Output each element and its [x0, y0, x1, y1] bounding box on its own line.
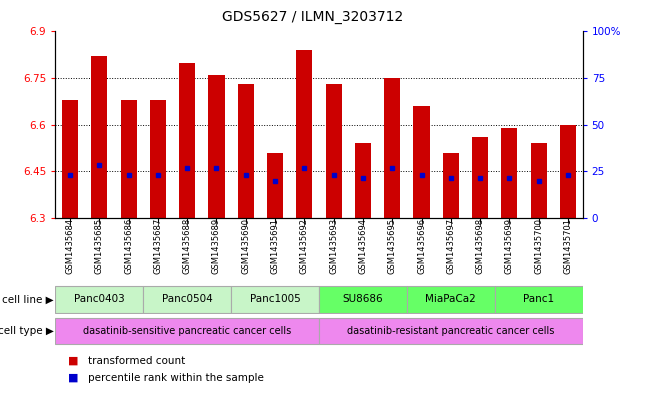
Text: dasatinib-resistant pancreatic cancer cells: dasatinib-resistant pancreatic cancer ce… — [347, 325, 555, 336]
Bar — [296, 50, 312, 218]
Text: Panc1005: Panc1005 — [250, 294, 300, 304]
Text: GSM1435688: GSM1435688 — [183, 218, 191, 274]
Bar — [238, 84, 254, 218]
Text: GSM1435686: GSM1435686 — [124, 218, 133, 274]
Bar — [531, 143, 547, 218]
Text: Panc0504: Panc0504 — [162, 294, 212, 304]
Bar — [495, 286, 583, 313]
Bar — [326, 84, 342, 218]
Bar — [472, 137, 488, 218]
Bar — [355, 143, 371, 218]
Bar — [62, 100, 78, 218]
Text: percentile rank within the sample: percentile rank within the sample — [88, 373, 264, 383]
Text: MiaPaCa2: MiaPaCa2 — [426, 294, 476, 304]
Text: GDS5627 / ILMN_3203712: GDS5627 / ILMN_3203712 — [222, 10, 403, 24]
Text: GSM1435684: GSM1435684 — [66, 218, 74, 274]
Text: transformed count: transformed count — [88, 356, 185, 366]
Bar — [55, 286, 143, 313]
Text: GSM1435689: GSM1435689 — [212, 218, 221, 274]
Text: GSM1435685: GSM1435685 — [95, 218, 104, 274]
Text: GSM1435700: GSM1435700 — [534, 218, 543, 274]
Bar — [150, 100, 166, 218]
Text: GSM1435691: GSM1435691 — [271, 218, 279, 274]
Bar — [384, 78, 400, 218]
Text: Panc1: Panc1 — [523, 294, 554, 304]
Text: dasatinib-sensitive pancreatic cancer cells: dasatinib-sensitive pancreatic cancer ce… — [83, 325, 291, 336]
Bar — [560, 125, 576, 218]
Text: GSM1435696: GSM1435696 — [417, 218, 426, 274]
Bar — [55, 318, 319, 344]
Bar — [267, 153, 283, 218]
Text: ■: ■ — [68, 356, 79, 366]
Text: Panc0403: Panc0403 — [74, 294, 124, 304]
Text: GSM1435701: GSM1435701 — [564, 218, 572, 274]
Bar — [407, 286, 495, 313]
Text: ■: ■ — [68, 373, 79, 383]
Bar — [179, 62, 195, 218]
Bar — [208, 75, 225, 218]
Text: GSM1435687: GSM1435687 — [154, 218, 162, 274]
Bar — [319, 286, 407, 313]
Text: GSM1435699: GSM1435699 — [505, 218, 514, 274]
Text: GSM1435694: GSM1435694 — [359, 218, 367, 274]
Text: cell line ▶: cell line ▶ — [2, 295, 53, 305]
Text: GSM1435698: GSM1435698 — [476, 218, 484, 274]
Text: GSM1435692: GSM1435692 — [300, 218, 309, 274]
Text: GSM1435697: GSM1435697 — [447, 218, 455, 274]
Bar — [443, 153, 459, 218]
Text: GSM1435693: GSM1435693 — [329, 218, 338, 274]
Bar — [319, 318, 583, 344]
Bar — [231, 286, 319, 313]
Text: GSM1435690: GSM1435690 — [242, 218, 250, 274]
Text: cell type ▶: cell type ▶ — [0, 326, 53, 336]
Text: GSM1435695: GSM1435695 — [388, 218, 396, 274]
Bar — [91, 56, 107, 218]
Text: SU8686: SU8686 — [342, 294, 383, 304]
Bar — [501, 128, 518, 218]
Bar — [413, 106, 430, 218]
Bar — [143, 286, 231, 313]
Bar — [120, 100, 137, 218]
